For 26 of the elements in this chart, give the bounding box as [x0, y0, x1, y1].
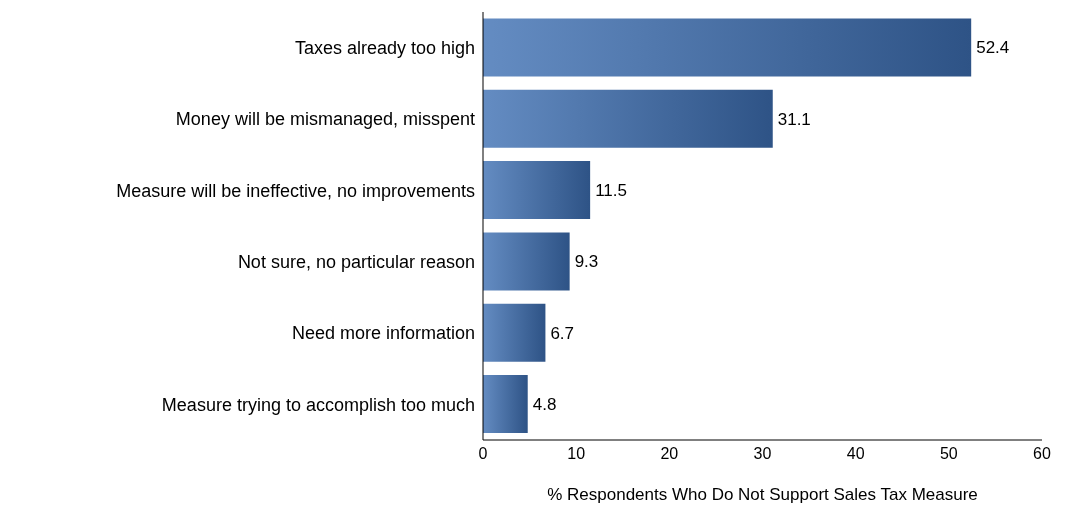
data-label: 4.8: [532, 395, 557, 415]
x-tick-label: 20: [660, 445, 679, 463]
data-label: 6.7: [550, 323, 575, 343]
x-tick-label: 0: [478, 445, 488, 463]
data-label: 9.3: [574, 252, 599, 272]
x-tick-label: 30: [753, 445, 772, 463]
y-tick-label: Need more information: [291, 323, 475, 344]
data-label: 52.4: [976, 38, 1010, 58]
y-tick-label: Measure will be ineffective, no improvements: [116, 180, 475, 201]
y-tick-label: Not sure, no particular reason: [237, 252, 475, 273]
data-label: 31.1: [777, 109, 811, 129]
x-axis-title: % Respondents Who Do Not Support Sales Tax Measure: [547, 485, 978, 504]
x-tick-label: 50: [939, 445, 958, 463]
bar: [483, 161, 591, 220]
bar: [483, 18, 972, 77]
bar: [483, 232, 570, 291]
bar: [483, 303, 546, 362]
y-tick-label: Measure trying to accomplish too much: [161, 394, 475, 415]
y-tick-label: Money will be mismanaged, misspent: [175, 109, 475, 130]
x-tick-label: 60: [1033, 445, 1051, 463]
bar: [483, 89, 773, 148]
y-tick-label: Taxes already too high: [294, 38, 475, 59]
bar: [483, 375, 528, 434]
x-tick-label: 40: [846, 445, 865, 463]
data-label: 11.5: [595, 181, 627, 201]
x-tick-label: 10: [567, 445, 586, 463]
